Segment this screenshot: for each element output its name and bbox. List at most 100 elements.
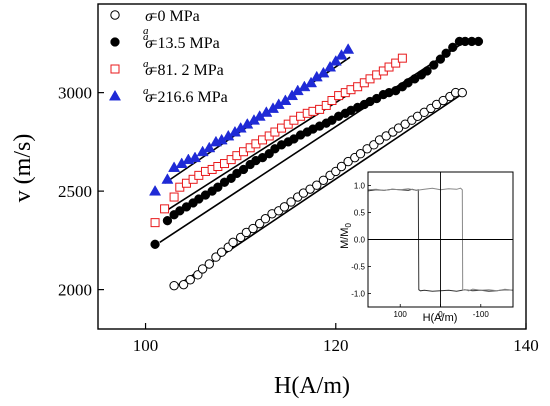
data-point: [248, 223, 258, 234]
inset-y-axis-title: M/M0: [339, 223, 353, 249]
series-1: [150, 36, 484, 249]
data-point: [312, 180, 322, 190]
legend-value: =0 MPa: [149, 8, 200, 25]
data-point: [178, 279, 189, 290]
inset-axes: [368, 172, 513, 307]
legend-sigma: σ: [145, 35, 154, 52]
legend-item: σa=81. 2 MPa: [110, 58, 224, 79]
legend-sigma: σ: [145, 89, 154, 106]
inset-y-tick-label: 1.0: [354, 182, 366, 191]
data-point: [160, 204, 170, 214]
data-point: [441, 48, 451, 58]
data-point: [228, 237, 238, 248]
data-point: [422, 66, 432, 76]
data-point: [203, 141, 216, 153]
data-point: [457, 87, 467, 98]
data-point: [213, 182, 223, 192]
data-point: [149, 185, 162, 196]
y-tick-label: 2500: [58, 182, 92, 201]
data-point: [429, 60, 439, 70]
legend-subscript: a: [143, 31, 149, 43]
data-point: [335, 49, 348, 60]
data-point: [329, 55, 342, 66]
data-point: [279, 202, 290, 212]
inset-x-tick-label: -100: [473, 310, 490, 319]
data-point: [286, 197, 296, 207]
legend-marker: [110, 37, 120, 47]
data-point: [150, 218, 160, 228]
data-point: [162, 216, 173, 226]
series-0: [169, 87, 467, 291]
legend-label: σ a=0 MPa: [143, 8, 200, 37]
x-tick-label: 140: [513, 336, 539, 355]
inset-y-axis-subscript: 0: [344, 223, 353, 228]
inset-x-axis: 100 0 -100: [394, 304, 490, 319]
y-axis-title: v (m/s): [10, 134, 36, 203]
inset-x-axis-title: H(A/m): [423, 312, 458, 324]
data-point: [397, 53, 407, 63]
data-point: [448, 42, 458, 52]
inset-y-tick-label: 0.0: [354, 236, 366, 245]
plot-frame: [97, 3, 527, 330]
legend-subscript: a: [143, 25, 149, 37]
data-point: [216, 247, 227, 257]
y-axis: 2000 2500 3000: [58, 84, 104, 300]
data-markers: [149, 36, 484, 291]
series-3: [149, 43, 355, 196]
data-point: [317, 66, 330, 78]
data-point: [188, 151, 202, 163]
data-point: [169, 192, 179, 202]
data-point: [321, 100, 331, 110]
x-axis-title: H(A/m): [274, 373, 350, 399]
legend-item: σ a=0 MPa: [110, 8, 200, 37]
data-point: [161, 173, 174, 184]
legend-value: =81. 2 MPa: [149, 62, 224, 79]
data-point: [342, 43, 355, 54]
data-point: [391, 58, 401, 68]
data-point: [260, 213, 271, 224]
legend-subscript: a: [143, 58, 149, 70]
inset-y-tick-label: -1.0: [351, 290, 365, 299]
data-point: [435, 54, 446, 64]
y-tick-label: 3000: [58, 84, 92, 103]
data-point: [324, 60, 337, 72]
inset-hysteresis-plot: -1.0 -0.5 0.0 0.5 1.0 100 0 -100 M/M0 H(A/m): [339, 171, 514, 324]
inset-loop-branch-1: [367, 187, 514, 292]
data-point: [197, 264, 208, 274]
legend-label: σa=81. 2 MPa: [143, 58, 224, 79]
legend-subscript: a: [143, 85, 149, 97]
inset-series: [367, 187, 514, 292]
data-point: [238, 164, 249, 175]
y-tick-label: 2000: [58, 281, 92, 300]
data-point: [204, 259, 214, 269]
legend-value: =216.6 MPa: [149, 89, 228, 106]
legend-label: σa=13.5 MPa: [143, 31, 220, 52]
inset-y-tick-label: -0.5: [351, 263, 365, 272]
x-tick-label: 120: [323, 336, 349, 355]
x-tick-label: 100: [133, 336, 159, 355]
data-point: [327, 96, 337, 106]
legend-sigma: σ: [145, 62, 154, 79]
inset-x-tick-label: 100: [394, 310, 408, 319]
fit-line-1: [159, 44, 460, 244]
legend-marker: [108, 89, 122, 101]
legend-item: σa=216.6 MPa: [108, 85, 228, 106]
x-axis: 100 120 140: [133, 323, 539, 355]
legend-label: σa=216.6 MPa: [143, 85, 228, 106]
series-2: [150, 53, 407, 228]
legend-marker: [110, 64, 120, 74]
legend-marker: [110, 10, 120, 20]
inset-x-tick-label: 0: [438, 310, 443, 319]
legend-item: σa=13.5 MPa: [110, 31, 220, 52]
data-point: [305, 76, 318, 88]
inset-y-axis: -1.0 -0.5 0.0 0.5 1.0: [351, 182, 371, 299]
data-point: [150, 239, 160, 249]
data-point: [473, 36, 484, 47]
data-point: [169, 280, 179, 291]
data-point: [185, 275, 195, 285]
data-point: [336, 161, 347, 172]
data-point: [355, 148, 366, 159]
data-point: [318, 175, 329, 185]
